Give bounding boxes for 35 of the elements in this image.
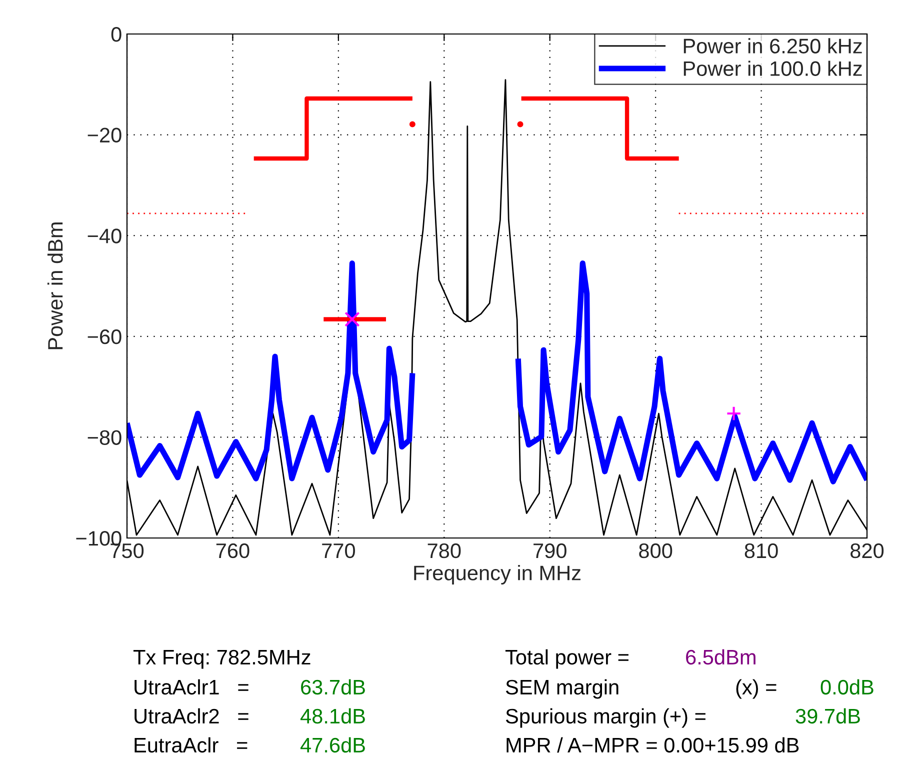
y-axis-title: Power in dBm [47, 222, 63, 350]
text: 47.6dB [300, 737, 365, 753]
text: UtraAclr2 = [134, 708, 248, 724]
legend-label: Power in 6.250 kHz [684, 38, 862, 54]
x-tick-label: 770 [322, 543, 355, 558]
x-axis-title: Frequency in MHz [414, 565, 580, 584]
x-tick-label: 810 [744, 543, 778, 558]
text: 48.1dB [300, 708, 365, 724]
x-tick-label: 800 [639, 543, 672, 558]
x-tick-label: 780 [428, 543, 461, 558]
text: SEM margin [506, 679, 618, 699]
y-tick-label: −40 [88, 228, 122, 244]
point [409, 121, 416, 128]
x-tick-label: 790 [534, 543, 566, 558]
y-tick-label: −80 [88, 430, 122, 445]
text: Total power = [505, 649, 628, 669]
point [726, 406, 742, 422]
text: Spurious margin (+) = [506, 708, 706, 728]
text: 63.7dB [301, 679, 365, 695]
x-tick-label: 820 [850, 543, 884, 558]
text: 39.7dB [796, 708, 860, 724]
text: UtraAclr1 = [134, 679, 248, 695]
x-tick-label: 760 [216, 543, 250, 558]
y-tick-label: 0 [111, 27, 122, 42]
y-tick-label: −20 [88, 128, 122, 143]
text: 6.5dBm [686, 649, 756, 665]
text: EutraAclr = [134, 737, 248, 753]
text: Tx Freq: 782.5MHz [133, 650, 310, 669]
point [517, 121, 524, 128]
text: MPR / A−MPR = 0.00+15.99 dB [506, 737, 799, 753]
legend-label: Power in 100.0 kHz [684, 60, 862, 76]
text: 0.0dB [820, 679, 874, 695]
point [344, 312, 360, 327]
y-tick-label: −60 [88, 329, 122, 344]
text: (x) = [736, 679, 776, 699]
